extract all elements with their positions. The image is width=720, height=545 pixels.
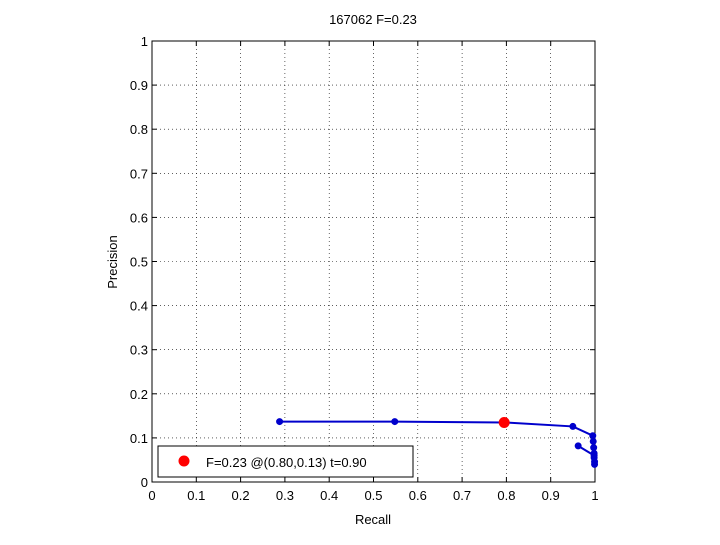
x-tick-label: 0 xyxy=(148,488,155,503)
x-tick-label: 0.1 xyxy=(187,488,205,503)
legend-box xyxy=(157,445,414,478)
x-tick-label: 0.9 xyxy=(542,488,560,503)
pr-curve-point xyxy=(574,442,582,450)
y-tick-label: 0.8 xyxy=(130,122,148,137)
pr-curve-point xyxy=(589,437,597,445)
x-tick-label: 0.3 xyxy=(276,488,294,503)
y-tick-label: 0.9 xyxy=(130,78,148,93)
x-tick-label: 1 xyxy=(591,488,598,503)
y-tick-label: 0.5 xyxy=(130,255,148,270)
x-tick-label: 0.5 xyxy=(364,488,382,503)
x-tick-label: 0.8 xyxy=(497,488,515,503)
plot-frame xyxy=(151,40,596,483)
legend-marker xyxy=(178,455,190,467)
y-axis-label: Precision xyxy=(105,235,120,288)
y-tick-label: 0 xyxy=(141,475,148,490)
grid xyxy=(152,41,595,482)
y-tick-label: 1 xyxy=(141,34,148,49)
legend-label: F=0.23 @(0.80,0.13) t=0.90 xyxy=(206,455,367,470)
x-tick-label: 0.4 xyxy=(320,488,338,503)
legend: F=0.23 @(0.80,0.13) t=0.90 xyxy=(157,445,414,478)
chart-title: 167062 F=0.23 xyxy=(329,12,417,27)
pr-curve-point xyxy=(590,452,598,460)
pr-curve-point xyxy=(391,418,399,426)
x-tick-label: 0.2 xyxy=(232,488,250,503)
pr-curve-point xyxy=(569,422,577,430)
y-tick-label: 0.6 xyxy=(130,210,148,225)
x-tick-label: 0.7 xyxy=(453,488,471,503)
y-tick-label: 0.1 xyxy=(130,431,148,446)
pr-curve-point xyxy=(590,444,598,452)
pr-curve-point xyxy=(276,418,284,426)
y-tick-label: 0.4 xyxy=(130,299,148,314)
pr-curve-point xyxy=(589,432,597,440)
y-tick-label: 0.2 xyxy=(130,387,148,402)
x-tick-label: 0.6 xyxy=(409,488,427,503)
ticks: 0 0.1 0.2 0.3 0.4 0.5 0.6 0.7 0.8 0.9 1 0 0.1 0.2 0.3 0… xyxy=(130,34,599,503)
y-tick-label: 0.7 xyxy=(130,166,148,181)
series-layer xyxy=(276,416,599,468)
x-axis-label: Recall xyxy=(355,512,391,527)
pr-curve-point xyxy=(591,460,599,468)
best-f-point xyxy=(498,416,510,428)
y-tick-label: 0.3 xyxy=(130,343,148,358)
